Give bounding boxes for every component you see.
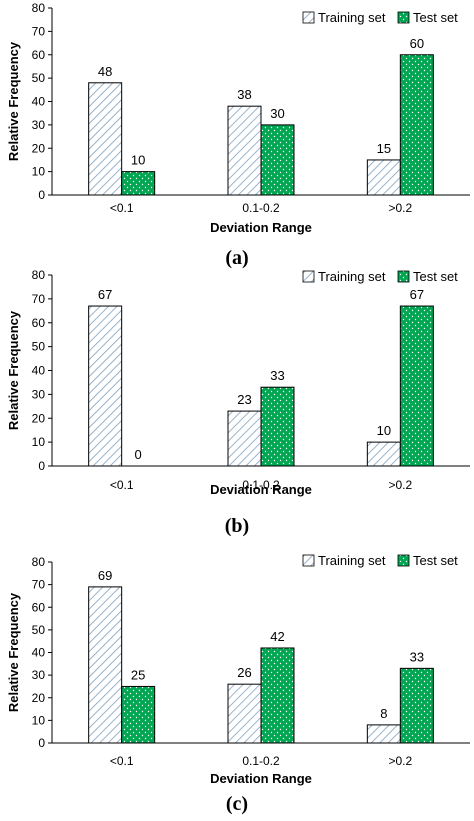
legend-swatch-test [397, 270, 410, 283]
y-tick-label: 30 [32, 118, 46, 132]
y-tick-label: 70 [32, 24, 46, 38]
test-bar [260, 386, 295, 467]
bar-chart-b: 0 10 20 30 40 50 60 70 80 Relative Frequency 67 0 <0… [6, 268, 470, 497]
test-value-label: 42 [270, 629, 284, 644]
panel-label-a: (a) [225, 247, 249, 269]
test-bar [121, 171, 156, 196]
chart-panel-b: 0 10 20 30 40 50 60 70 80 Relative Frequency 67 0 <0… [0, 268, 474, 545]
y-tick-label: 30 [32, 668, 46, 682]
y-tick-label: 20 [32, 141, 46, 155]
test-value-label: 60 [410, 36, 424, 51]
y-tick-label: 70 [32, 292, 46, 306]
legend-label-training: Training set [318, 10, 386, 25]
y-tick-label: 50 [32, 340, 46, 354]
x-tick-label: 0.1-0.2 [242, 201, 280, 215]
training-value-label: 38 [237, 87, 251, 102]
y-tick-label: 50 [32, 623, 46, 637]
y-tick-label: 30 [32, 387, 46, 401]
y-tick-label: 40 [32, 646, 46, 660]
test-value-label: 30 [270, 106, 284, 121]
x-axis-title: Deviation Range [210, 771, 312, 786]
y-axis-title: Relative Frequency [6, 310, 21, 430]
training-bar [227, 105, 262, 196]
bar-chart-c: 0 10 20 30 40 50 60 70 80 Relative Frequency 69 25 <… [6, 553, 470, 786]
y-tick-label: 40 [32, 364, 46, 378]
training-value-label: 69 [98, 568, 112, 583]
chart-panel-c: 0 10 20 30 40 50 60 70 80 Relative Frequency 69 25 <… [0, 545, 474, 821]
training-value-label: 26 [237, 665, 251, 680]
training-value-label: 23 [237, 392, 251, 407]
x-tick-label: <0.1 [110, 201, 134, 215]
training-bar [88, 305, 123, 467]
y-axis-title: Relative Frequency [6, 592, 21, 712]
y-axis-title: Relative Frequency [6, 41, 21, 161]
training-bar [227, 683, 262, 744]
y-tick-label: 40 [32, 95, 46, 109]
legend-label-test: Test set [413, 553, 458, 568]
test-bar [399, 305, 434, 467]
y-tick-label: 10 [32, 165, 46, 179]
y-tick-label: 20 [32, 411, 46, 425]
x-tick-label: >0.2 [388, 201, 412, 215]
x-axis-title: Deviation Range [210, 220, 312, 235]
chart-panel-a: 0 10 20 30 40 50 60 70 80 Relative Frequency 48 10 <… [0, 0, 474, 275]
legend-label-training: Training set [318, 269, 386, 284]
test-bar [260, 124, 295, 196]
training-value-label: 48 [98, 64, 112, 79]
test-value-label: 33 [270, 368, 284, 383]
y-tick-label: 0 [38, 188, 45, 202]
y-tick-label: 10 [32, 713, 46, 727]
test-value-label: 10 [131, 153, 145, 168]
legend-label-test: Test set [413, 10, 458, 25]
y-tick-label: 10 [32, 435, 46, 449]
training-bar [366, 159, 401, 196]
training-value-label: 10 [377, 423, 391, 438]
test-bar [399, 667, 434, 744]
x-tick-label: <0.1 [110, 478, 134, 492]
test-value-label: 0 [135, 447, 142, 462]
legend-swatch-training [302, 11, 315, 24]
x-tick-label: <0.1 [110, 754, 134, 768]
x-tick-label: 0.1-0.2 [242, 754, 280, 768]
y-tick-label: 0 [38, 736, 45, 750]
bar-chart-a: 0 10 20 30 40 50 60 70 80 Relative Frequency 48 10 <… [6, 1, 470, 235]
x-tick-label: >0.2 [388, 754, 412, 768]
x-tick-label: 0.1-0.2 [242, 478, 280, 492]
test-bar [121, 685, 156, 744]
training-bar [88, 82, 123, 196]
legend-label-test: Test set [413, 269, 458, 284]
training-bar [366, 441, 401, 467]
y-tick-label: 70 [32, 578, 46, 592]
panel-label-b: (b) [224, 515, 250, 537]
legend-swatch-training [302, 270, 315, 283]
test-bar [260, 647, 295, 744]
y-tick-label: 60 [32, 316, 46, 330]
y-tick-label: 80 [32, 555, 46, 569]
training-bar [88, 586, 123, 744]
y-tick-label: 80 [32, 1, 46, 15]
test-value-label: 25 [131, 667, 145, 682]
training-value-label: 15 [377, 141, 391, 156]
training-value-label: 67 [98, 287, 112, 302]
panel-label-c: (c) [225, 793, 249, 815]
test-value-label: 33 [410, 649, 424, 664]
training-bar [227, 410, 262, 467]
y-tick-label: 50 [32, 71, 46, 85]
test-value-label: 67 [410, 287, 424, 302]
y-tick-label: 0 [38, 459, 45, 473]
y-tick-label: 20 [32, 691, 46, 705]
legend-swatch-test [397, 11, 410, 24]
x-tick-label: >0.2 [388, 478, 412, 492]
legend-swatch-training [302, 554, 315, 567]
y-tick-label: 60 [32, 600, 46, 614]
y-tick-label: 80 [32, 268, 46, 282]
y-tick-label: 60 [32, 48, 46, 62]
legend-label-training: Training set [318, 553, 386, 568]
training-value-label: 8 [380, 706, 387, 721]
x-axis-title: Deviation Range [210, 482, 312, 497]
legend-swatch-test [397, 554, 410, 567]
test-bar [399, 54, 434, 196]
training-bar [366, 724, 401, 744]
